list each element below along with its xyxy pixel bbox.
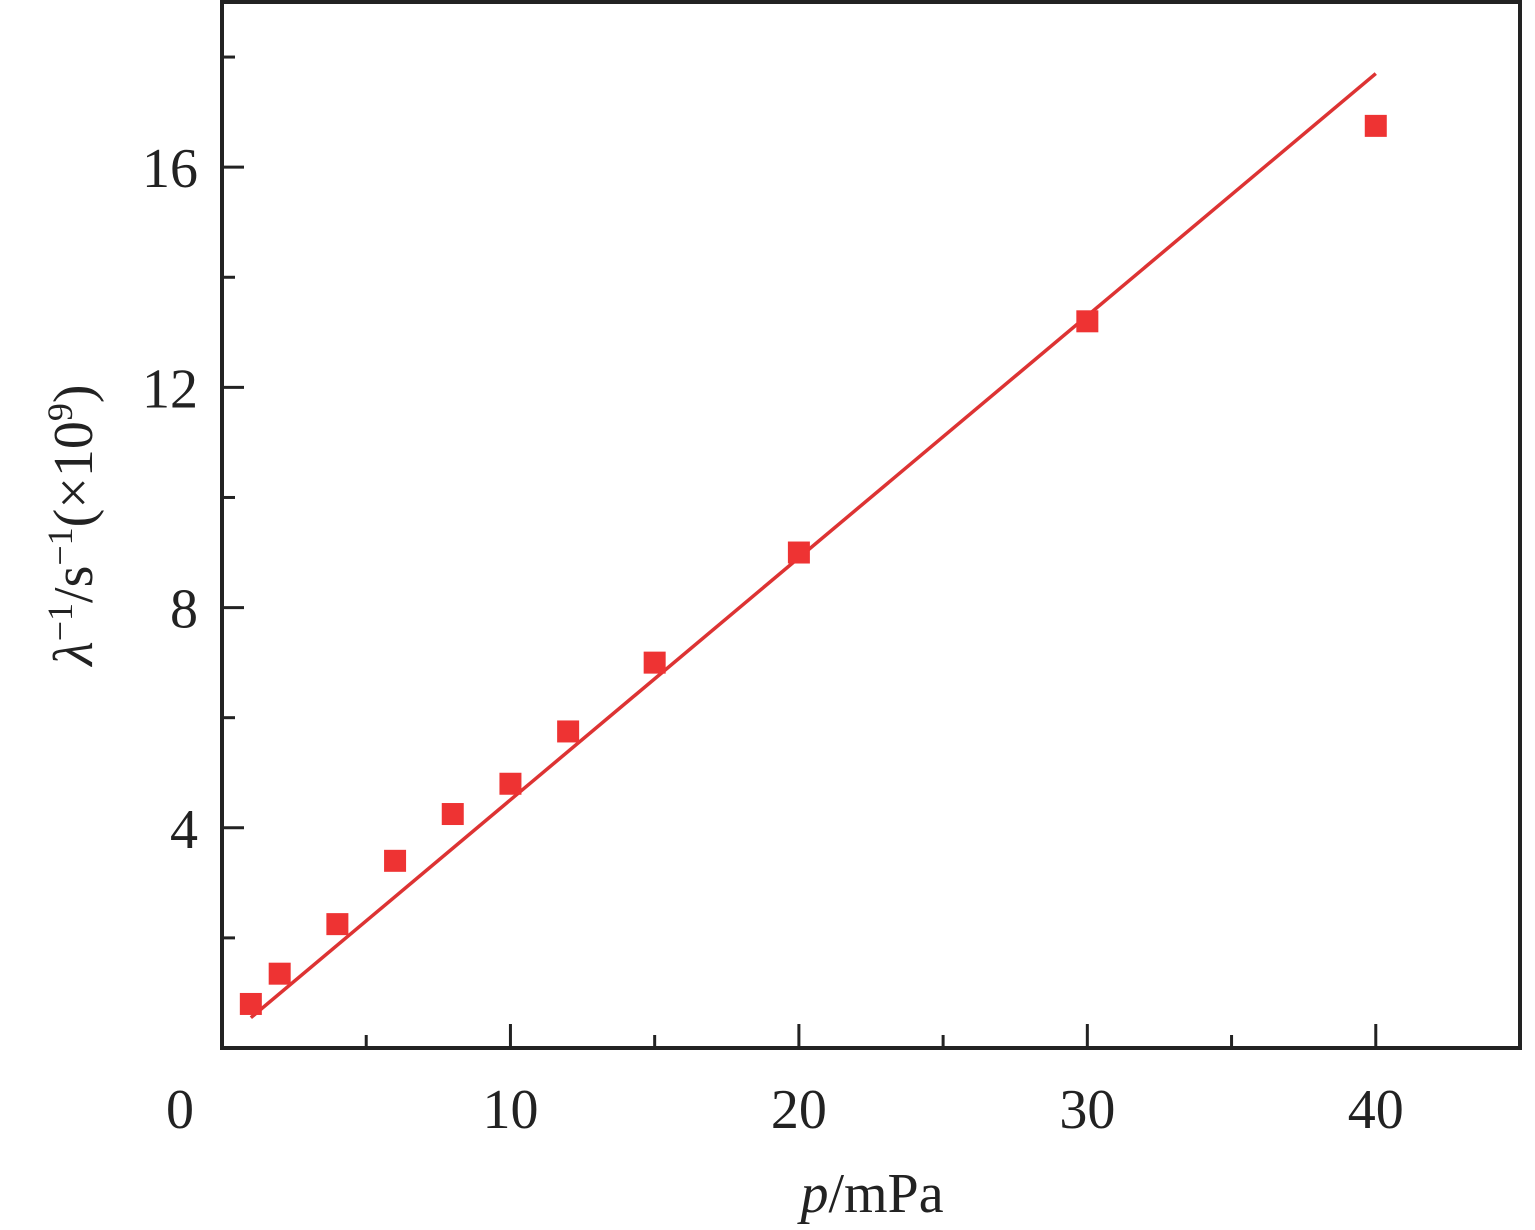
y-tick-label: 4 [170, 799, 198, 861]
data-point [1076, 310, 1099, 333]
y-axis-ticks [222, 55, 244, 940]
data-point [1364, 114, 1387, 137]
plot-frame [220, 0, 1522, 1050]
x-axis-label: p/mPa [796, 1163, 943, 1225]
y-axis-tick-labels: 4 8 12 16 [142, 138, 198, 861]
data-point [326, 913, 349, 936]
y-tick-label: 8 [170, 579, 198, 641]
data-point [384, 849, 407, 872]
x-tick-label: 0 [166, 1079, 194, 1141]
y-axis-label: λ−1/s−1(×109) [40, 384, 105, 667]
data-point [643, 651, 666, 674]
x-axis-tick-labels: 0 10 20 30 40 [166, 1079, 1404, 1141]
fit-line [249, 72, 1377, 1020]
data-point [441, 803, 464, 826]
data-point [239, 992, 262, 1015]
data-point [787, 541, 810, 564]
data-markers [239, 114, 1387, 1015]
y-tick-label: 12 [142, 358, 198, 420]
data-point [557, 720, 580, 743]
data-point [268, 962, 291, 985]
x-tick-label: 20 [771, 1079, 827, 1141]
x-tick-label: 10 [482, 1079, 538, 1141]
y-tick-label: 16 [142, 138, 198, 200]
x-axis-ticks [364, 1024, 1378, 1048]
data-point [499, 772, 522, 795]
x-tick-label: 40 [1348, 1079, 1404, 1141]
x-tick-label: 30 [1059, 1079, 1115, 1141]
